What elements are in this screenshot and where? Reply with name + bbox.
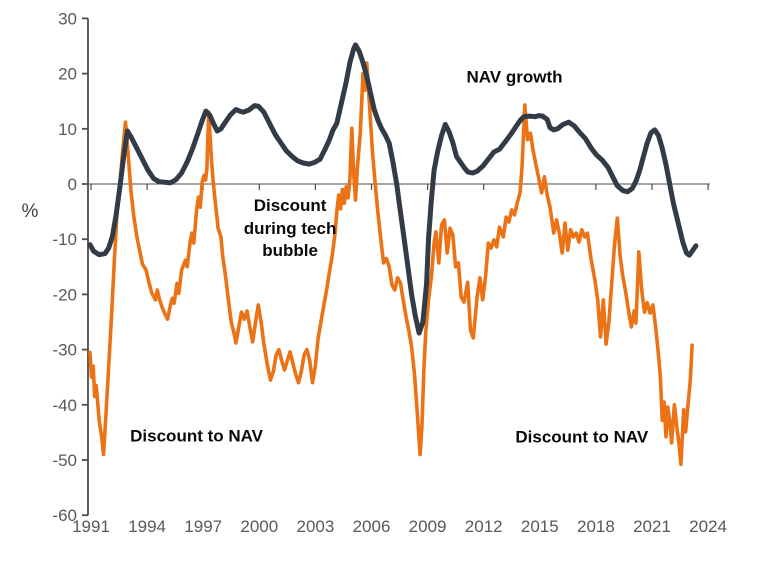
x-axis-tick-label: 2009 (409, 517, 447, 536)
x-axis-tick-label: 1997 (184, 517, 222, 536)
x-axis-tick-label: 1991 (72, 517, 110, 536)
y-axis-tick-label: -20 (52, 285, 77, 304)
y-axis-tick-label: 0 (68, 175, 77, 194)
y-axis-tick-label: -40 (52, 396, 77, 415)
x-axis-tick-label: 2024 (689, 517, 727, 536)
annotation-nav-growth: NAV growth (466, 67, 563, 87)
x-axis-tick-label: 1994 (128, 517, 166, 536)
y-axis-tick-label: 30 (58, 9, 77, 28)
x-axis-tick-label: 2006 (353, 517, 391, 536)
y-axis-tick-label: 20 (58, 65, 77, 84)
nav-growth-line (87, 42, 699, 336)
x-axis-tick-label: 2015 (521, 517, 559, 536)
x-axis-tick-label: 2003 (296, 517, 334, 536)
y-axis-tick-label: -30 (52, 341, 77, 360)
annotation-discount-to-nav-left: Discount to NAV (130, 426, 264, 446)
annotation-discount-to-nav-right: Discount to NAV (515, 427, 649, 447)
x-axis-tick-label: 2000 (240, 517, 278, 536)
x-axis-tick-label: 2012 (465, 517, 503, 536)
y-axis-tick-label: -10 (52, 230, 77, 249)
x-axis-tick-label: 2018 (577, 517, 615, 536)
x-axis-tick-label: 2021 (633, 517, 671, 536)
discount-to-nav-line (88, 61, 694, 467)
y-axis-tick-label: -60 (52, 506, 77, 525)
y-axis-tick-label: 10 (58, 120, 77, 139)
y-axis-tick-label: -50 (52, 451, 77, 470)
y-axis-title: % (21, 201, 39, 222)
annotation-tech-bubble: Discount during tech bubble (243, 196, 337, 261)
